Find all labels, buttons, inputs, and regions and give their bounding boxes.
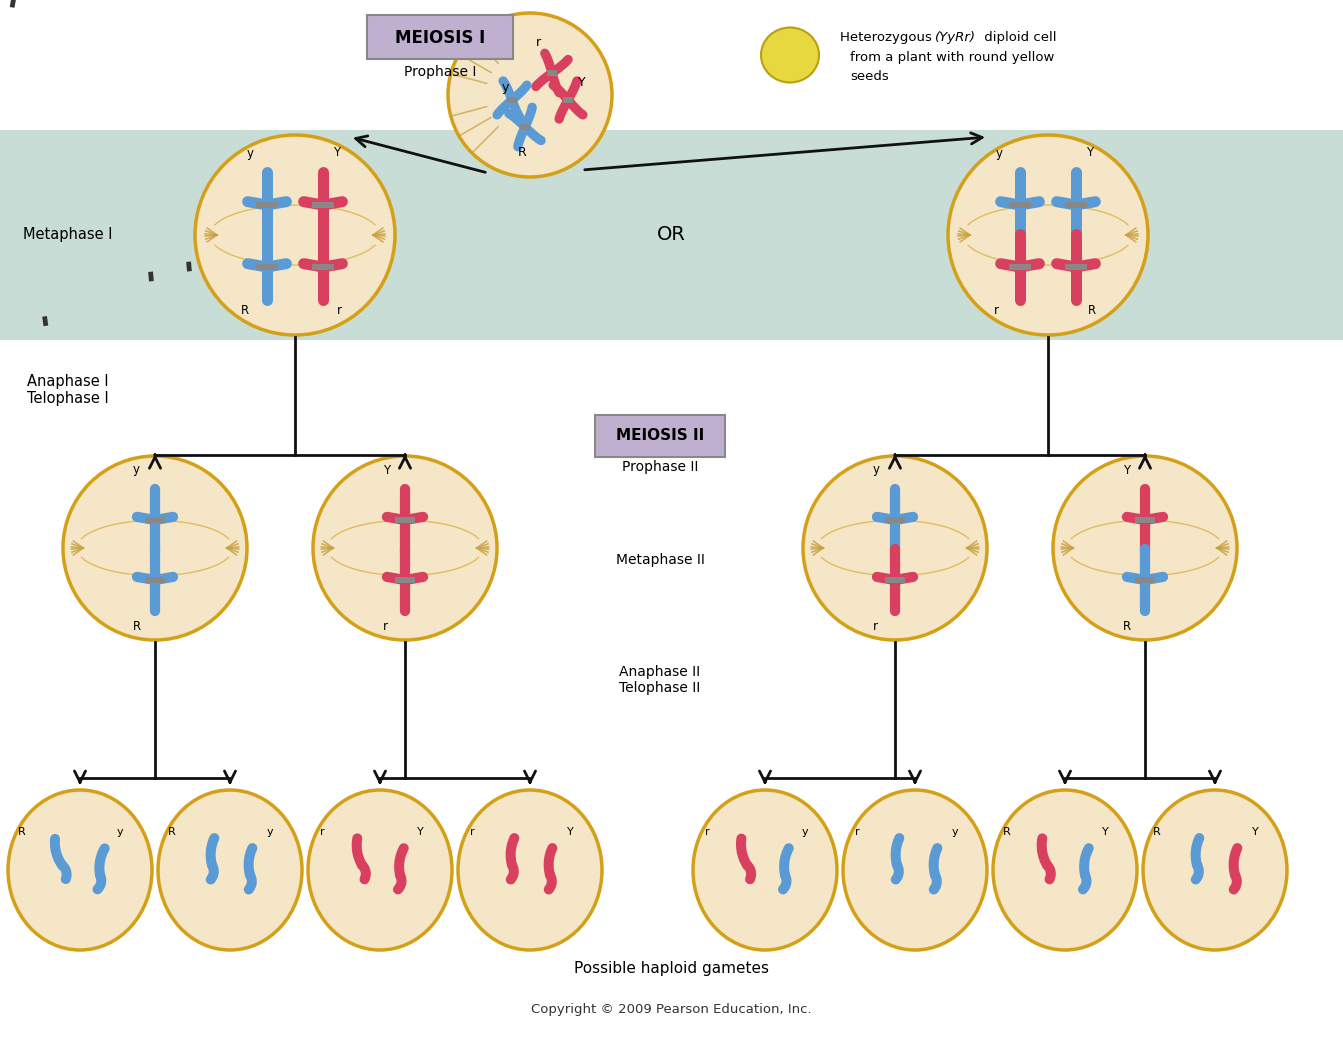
Ellipse shape <box>948 135 1148 335</box>
Bar <box>1135 518 1155 523</box>
Text: MEIOSIS I: MEIOSIS I <box>395 29 485 47</box>
Ellipse shape <box>449 13 612 177</box>
Bar <box>395 578 415 583</box>
Bar <box>885 518 905 523</box>
Text: R: R <box>240 303 248 316</box>
Text: (YyRr): (YyRr) <box>935 32 976 44</box>
Ellipse shape <box>992 790 1138 950</box>
Bar <box>506 98 517 103</box>
Bar <box>395 518 415 523</box>
Ellipse shape <box>158 790 302 950</box>
Text: R: R <box>1123 620 1131 632</box>
Text: Y: Y <box>1086 147 1093 160</box>
Ellipse shape <box>63 456 247 640</box>
Ellipse shape <box>693 790 837 950</box>
Text: r: r <box>705 827 709 837</box>
Bar <box>1010 202 1030 208</box>
Bar <box>1010 264 1030 270</box>
Text: Y: Y <box>416 827 423 837</box>
Text: y: y <box>501 81 509 93</box>
Text: diploid cell: diploid cell <box>980 32 1057 44</box>
Bar <box>9 0 16 7</box>
Text: r: r <box>994 303 999 316</box>
Text: R: R <box>1003 827 1011 837</box>
Text: r: r <box>383 620 388 632</box>
Text: Anaphase II
Telophase II: Anaphase II Telophase II <box>619 665 701 695</box>
Bar <box>257 264 278 270</box>
Text: Metaphase II: Metaphase II <box>615 553 705 567</box>
Text: Y: Y <box>333 147 341 160</box>
Bar <box>145 578 165 583</box>
Text: R: R <box>133 620 141 632</box>
Ellipse shape <box>308 790 453 950</box>
Bar <box>313 202 333 208</box>
Text: MEIOSIS II: MEIOSIS II <box>616 428 704 443</box>
Text: r: r <box>873 620 878 632</box>
Text: from a plant with round yellow: from a plant with round yellow <box>850 51 1054 64</box>
Ellipse shape <box>843 790 987 950</box>
Text: Anaphase I
Telophase I: Anaphase I Telophase I <box>27 374 109 406</box>
Text: y: y <box>247 147 254 160</box>
Bar <box>1135 578 1155 583</box>
Text: Prophase I: Prophase I <box>404 65 477 79</box>
Text: Possible haploid gametes: Possible haploid gametes <box>573 961 768 975</box>
Text: y: y <box>997 147 1003 160</box>
Ellipse shape <box>761 27 819 83</box>
Text: y: y <box>802 827 808 837</box>
Text: Y: Y <box>1123 463 1129 477</box>
Ellipse shape <box>313 456 497 640</box>
Text: R: R <box>1154 827 1160 837</box>
Text: Heterozygous: Heterozygous <box>839 32 936 44</box>
FancyBboxPatch shape <box>367 15 513 59</box>
Text: r: r <box>320 827 324 837</box>
Text: R: R <box>168 827 176 837</box>
Ellipse shape <box>8 790 152 950</box>
Text: y: y <box>117 827 124 837</box>
Text: seeds: seeds <box>850 69 889 83</box>
Ellipse shape <box>458 790 602 950</box>
Text: y: y <box>133 463 140 477</box>
Bar <box>145 518 165 523</box>
Text: Y: Y <box>1101 827 1108 837</box>
Bar <box>520 124 530 129</box>
Ellipse shape <box>803 456 987 640</box>
Text: R: R <box>517 147 526 160</box>
Text: R: R <box>17 827 26 837</box>
Bar <box>42 316 48 327</box>
Bar <box>1065 202 1086 208</box>
Text: Y: Y <box>567 827 573 837</box>
Text: y: y <box>873 463 880 477</box>
Bar <box>313 264 333 270</box>
Text: r: r <box>337 303 341 316</box>
Text: Y: Y <box>579 77 586 89</box>
Text: R: R <box>1088 303 1096 316</box>
Bar <box>0 130 1343 340</box>
Bar <box>148 272 154 281</box>
Text: r: r <box>536 37 541 49</box>
Ellipse shape <box>1053 456 1237 640</box>
Ellipse shape <box>195 135 395 335</box>
Bar <box>885 578 905 583</box>
Text: OR: OR <box>657 226 685 245</box>
Bar <box>257 202 278 208</box>
Text: Y: Y <box>1252 827 1258 837</box>
Bar <box>547 70 557 76</box>
Text: r: r <box>854 827 860 837</box>
Ellipse shape <box>1143 790 1287 950</box>
Text: Prophase II: Prophase II <box>622 460 698 474</box>
Bar <box>187 261 192 272</box>
FancyBboxPatch shape <box>595 415 725 457</box>
Text: Metaphase I: Metaphase I <box>23 228 113 243</box>
Text: Y: Y <box>383 463 389 477</box>
Text: Copyright © 2009 Pearson Education, Inc.: Copyright © 2009 Pearson Education, Inc. <box>530 1004 811 1016</box>
Text: r: r <box>470 827 474 837</box>
Text: y: y <box>952 827 959 837</box>
Bar <box>563 98 573 103</box>
Text: y: y <box>267 827 274 837</box>
Bar <box>1065 264 1086 270</box>
